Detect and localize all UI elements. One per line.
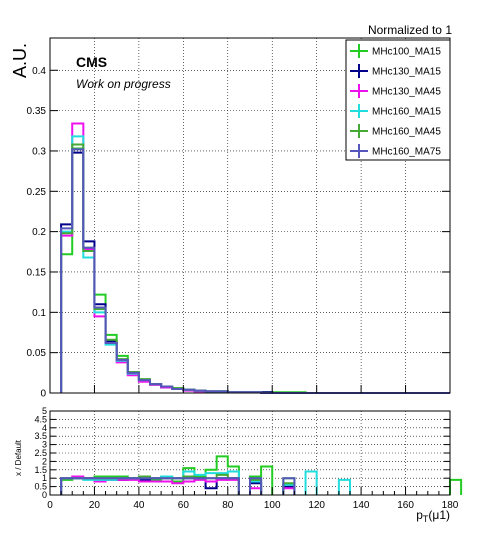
x-axis-label-rest: (μ1) (428, 508, 450, 522)
lower-x-tick-label-4: 80 (222, 500, 234, 511)
normalization-label: Normalized to 1 (368, 23, 452, 37)
lower-y-tick-label-9: 4.5 (34, 414, 47, 424)
lower-series-MHc160_MA15 (60, 470, 351, 495)
upper-y-tick-label-5: 0.25 (27, 187, 47, 198)
x-axis-label-sub: T (423, 514, 429, 524)
legend-label-MHc160_MA75: MHc160_MA75 (372, 147, 441, 158)
lower-x-tick-label-6: 120 (308, 500, 325, 511)
legend-label-MHc160_MA15: MHc160_MA15 (372, 107, 441, 118)
legend-label-MHc100_MA15: MHc100_MA15 (372, 47, 441, 58)
upper-y-tick-label-7: 0.35 (27, 106, 47, 117)
lower-x-tick-label-1: 20 (89, 500, 101, 511)
legend-label-MHc160_MA45: MHc160_MA45 (372, 127, 441, 138)
upper-y-tick-label-3: 0.15 (27, 267, 47, 278)
lower-ticks: 00.511.522.533.544.55 0 20 40 60 80 100 120 140 1… (34, 406, 458, 511)
lower-histograms (60, 455, 463, 495)
legend-box (345, 39, 451, 161)
lower-x-tick-label-7: 140 (353, 500, 370, 511)
lower-y-tick-label-6: 3 (42, 440, 47, 450)
upper-y-tick-label-6: 0.3 (32, 146, 46, 157)
upper-y-tick-label-4: 0.2 (32, 227, 46, 238)
lower-x-tick-label-8: 160 (397, 500, 414, 511)
lower-y-tick-label-7: 3.5 (34, 431, 47, 441)
lower-x-tick-label-2: 40 (133, 500, 145, 511)
lower-y-tick-label-10: 5 (42, 406, 47, 416)
upper-y-tick-label-8: 0.4 (32, 66, 46, 77)
legend: MHc100_MA15 MHc130_MA15 MHc130_MA45 MHc160_… (345, 39, 451, 161)
upper-frame (49, 37, 451, 394)
legend-label-MHc130_MA45: MHc130_MA45 (372, 87, 441, 98)
lower-y-tick-label-8: 4 (42, 423, 47, 433)
lower-x-tick-label-3: 60 (178, 500, 190, 511)
upper-y-tick-label-2: 0.1 (32, 308, 46, 319)
lower-grid (50, 411, 450, 495)
lower-x-tick-label-9: 180 (442, 500, 459, 511)
x-axis-label-main: p (416, 508, 423, 522)
legend-label-MHc130_MA15: MHc130_MA15 (372, 67, 441, 78)
lower-y-tick-label-0: 0 (42, 490, 47, 500)
lower-x-tick-label-0: 0 (47, 500, 53, 511)
lower-y-tick-label-1: 0.5 (34, 482, 47, 492)
lower-y-tick-label-2: 1 (42, 473, 47, 483)
lower-y-tick-label-4: 2 (42, 456, 47, 466)
status-label: Work on progress (76, 77, 171, 91)
upper-y-axis-label: A.U. (10, 43, 30, 78)
lower-y-axis-label: x / Default (14, 439, 23, 476)
lower-y-tick-label-3: 1.5 (34, 465, 47, 475)
upper-y-tick-label-0: 0 (40, 389, 46, 400)
x-axis-label: pT(μ1) (416, 508, 450, 524)
lower-y-tick-label-5: 2.5 (34, 448, 47, 458)
upper-y-tick-label-1: 0.05 (27, 348, 47, 359)
lower-series-MHc160_MA75 (60, 477, 296, 495)
cms-label: CMS (76, 54, 107, 70)
lower-x-tick-label-5: 100 (264, 500, 281, 511)
